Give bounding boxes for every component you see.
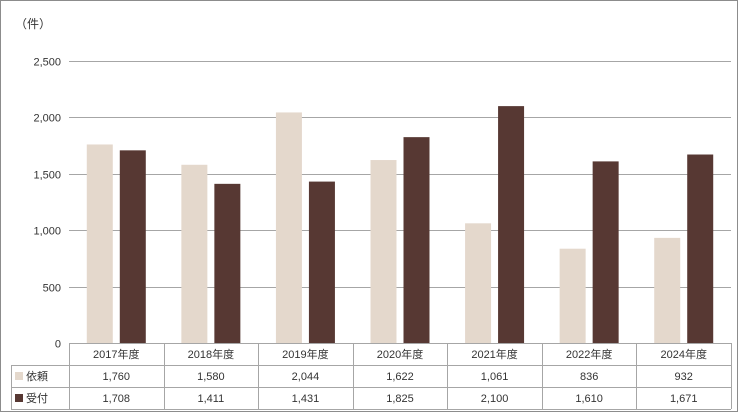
data-label: 1,671 [670, 393, 698, 405]
x-category-label: 2022年度 [566, 347, 612, 361]
bar-uketsuke [119, 150, 146, 343]
y-axis-ticks: 0 500 1,000 1,500 2,000 2,500 [33, 57, 61, 351]
data-label: 1,411 [197, 393, 224, 405]
y-tick-label: 2,000 [33, 113, 61, 125]
x-category-label: 2018年度 [188, 347, 234, 361]
data-label: 2,100 [481, 393, 509, 405]
legend-label: 依頼 [26, 370, 48, 383]
bar-irai [86, 144, 113, 343]
data-label: 1,610 [575, 393, 603, 405]
x-category-label: 2020年度 [377, 347, 423, 361]
data-label: 1,580 [197, 371, 225, 383]
y-tick-label: 0 [55, 339, 61, 351]
data-label: 2,044 [292, 371, 320, 383]
bar-irai [275, 112, 302, 343]
data-label: 1,622 [386, 371, 414, 383]
bar-irai [370, 160, 397, 343]
legend-label: 受付 [26, 392, 48, 405]
y-tick-label: 1,500 [33, 170, 61, 182]
data-table: 2017年度 2018年度 2019年度 2020年度 2021年度 2022年度 2024… [11, 343, 732, 410]
data-label: 1,708 [103, 393, 131, 405]
gridlines [69, 61, 731, 344]
bar-uketsuke [403, 137, 430, 343]
x-category-label: 2024年度 [660, 347, 706, 361]
bars [86, 106, 714, 344]
y-tick-label: 2,500 [33, 57, 61, 69]
bar-uketsuke [308, 181, 335, 343]
data-label: 836 [580, 371, 598, 383]
bar-irai [465, 223, 492, 343]
y-tick-label: 500 [43, 283, 61, 295]
y-tick-label: 1,000 [33, 226, 61, 238]
bar-uketsuke [592, 161, 619, 343]
x-category-label: 2019年度 [282, 347, 328, 361]
legend-swatch [15, 372, 23, 380]
bar-irai [559, 248, 586, 343]
bar-uketsuke [498, 106, 525, 344]
y-unit-label: （件） [15, 17, 51, 31]
x-category-label: 2017年度 [93, 347, 139, 361]
data-label: 1,760 [103, 371, 131, 383]
bar-irai [181, 164, 208, 343]
data-label: 1,825 [386, 393, 414, 405]
legend-swatch [15, 394, 23, 402]
data-label: 932 [675, 371, 693, 383]
bar-uketsuke [687, 154, 714, 343]
data-label: 1,431 [292, 393, 320, 405]
data-label: 1,061 [481, 371, 509, 383]
bar-irai [654, 237, 681, 343]
x-category-label: 2021年度 [471, 347, 517, 361]
bar-uketsuke [214, 183, 241, 343]
